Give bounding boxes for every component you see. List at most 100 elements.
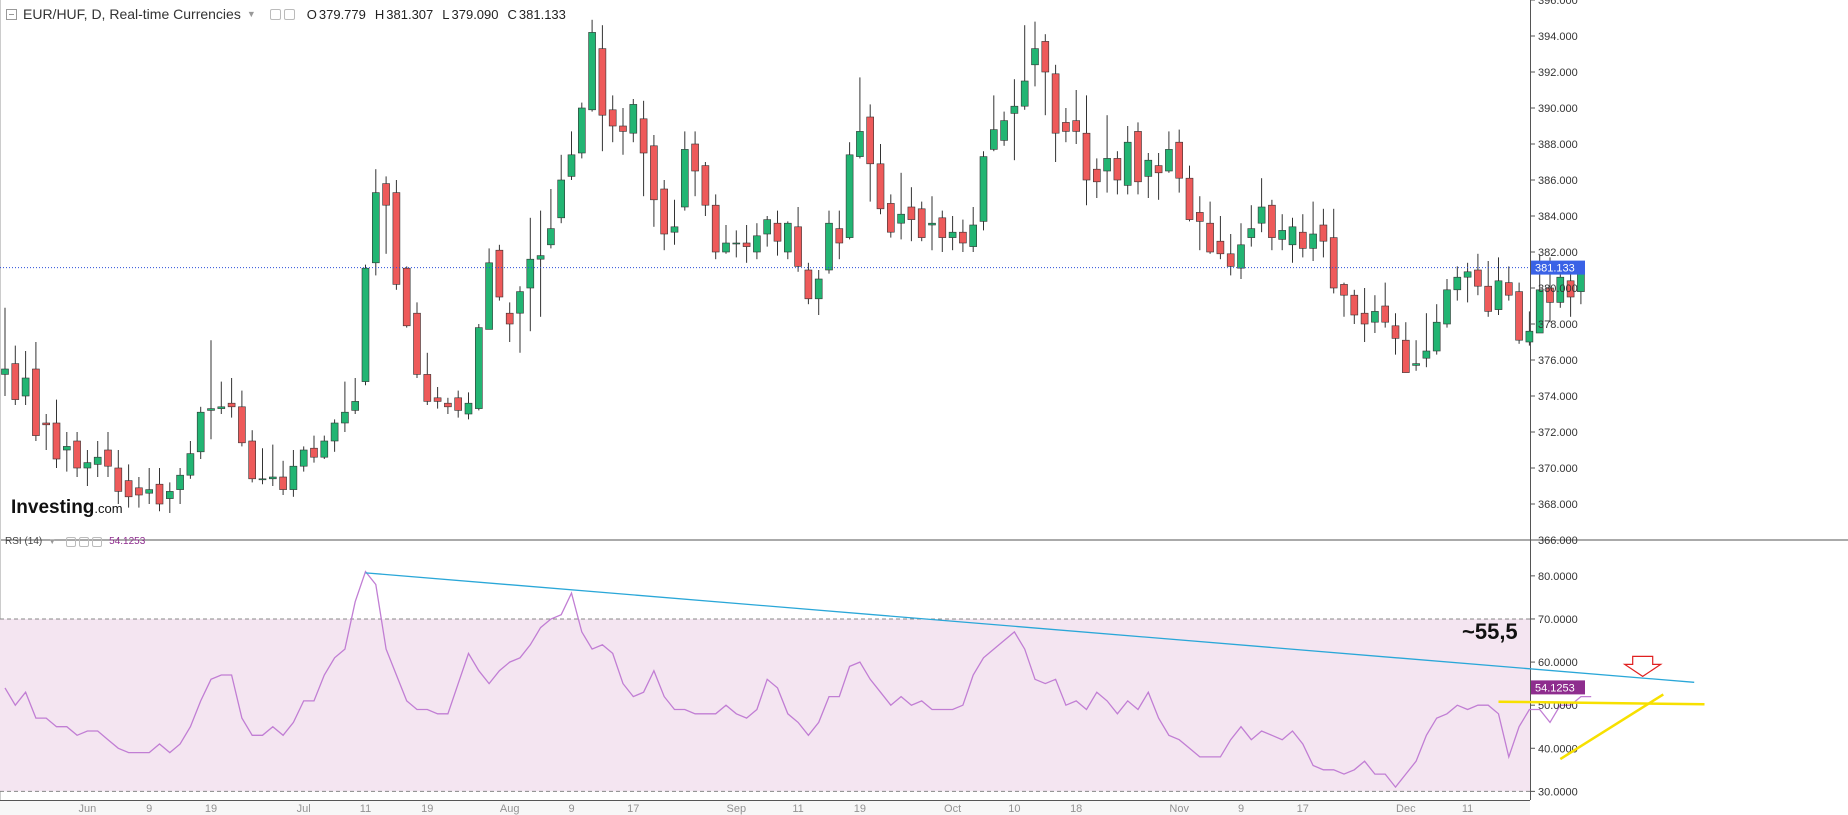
candle-body [1226, 253, 1235, 267]
close-icon[interactable] [92, 536, 103, 547]
price-tick-label: 380.000 [1538, 283, 1578, 295]
candle-body [577, 107, 586, 154]
rsi-tick-label: 80.0000 [1538, 571, 1578, 583]
price-tick-label: 384.000 [1538, 211, 1578, 223]
candle-body [310, 447, 318, 458]
candle-body [650, 145, 658, 201]
candle-body [1463, 271, 1472, 278]
candle-body [1381, 305, 1389, 323]
candle-body [1010, 105, 1019, 114]
candle-body [227, 402, 236, 408]
candle-body [1175, 141, 1183, 179]
candle-body [42, 422, 51, 426]
price-tick-label: 392.000 [1538, 67, 1578, 79]
horizontal-support-line [1498, 700, 1705, 706]
candle-body [783, 222, 792, 253]
price-axis: 366.000 368.000 370.000 372.000 374.000 376.0… [1530, 0, 1585, 547]
eye-icon[interactable] [269, 8, 281, 20]
candle-body [1134, 131, 1142, 183]
candle-body [938, 217, 947, 238]
candle-body [93, 456, 102, 465]
eye-icon[interactable] [66, 536, 77, 547]
rsi-value-label: 54.1253 [1535, 682, 1575, 694]
candle-body [320, 440, 329, 458]
candle-body [1474, 269, 1482, 287]
candle-body [567, 154, 576, 177]
chevron-down-icon[interactable]: ▼ [246, 9, 256, 19]
settings-icon[interactable] [79, 536, 90, 547]
candle-body [299, 449, 308, 467]
candle-body [1268, 204, 1276, 238]
candle-body [1443, 289, 1451, 325]
symbol-title[interactable]: EUR/HUF, D, Real-time Currencies [23, 6, 241, 22]
candle-body [608, 109, 617, 127]
candle-body [917, 208, 926, 238]
rsi-band [0, 618, 1530, 792]
candle-body [804, 269, 813, 300]
candle-body [11, 363, 20, 400]
candle-body [1329, 237, 1338, 289]
candle-body [464, 402, 473, 415]
candle-body [1000, 120, 1008, 141]
candle-body [1247, 228, 1256, 238]
candle-body [722, 242, 730, 253]
candle-body [248, 440, 256, 480]
candle-body [1113, 158, 1122, 181]
price-tick-label: 370.000 [1538, 463, 1578, 475]
time-axis: Jun919Jul1119Aug917Sep1119Oct1018Nov917D… [0, 801, 1530, 815]
candle-body [279, 476, 287, 490]
candle-body [598, 48, 607, 116]
resistance-trendline [365, 572, 1695, 683]
candle-body [413, 312, 421, 375]
candle-body [948, 231, 957, 238]
candle-body [1237, 244, 1245, 269]
candle-body [1505, 282, 1513, 296]
price-tick-label: 376.000 [1538, 355, 1578, 367]
candle-body [1082, 132, 1091, 181]
candle-body [392, 192, 401, 285]
candle-body [330, 422, 339, 442]
collapse-icon[interactable] [6, 8, 17, 20]
candle-body [928, 222, 936, 226]
price-tick-label: 378.000 [1538, 319, 1578, 331]
price-tick-label: 396.000 [1538, 0, 1578, 7]
last-price-badge [1531, 260, 1585, 275]
candle-body [989, 129, 998, 150]
rsi-tick-label: 30.0000 [1538, 786, 1578, 798]
price-tick-label: 374.000 [1538, 391, 1578, 403]
candle-body [433, 397, 442, 402]
candle-body [1566, 280, 1575, 298]
candle-body [794, 226, 802, 267]
last-price-label: 381.133 [1535, 263, 1575, 275]
down-arrow-icon [1622, 655, 1663, 678]
candle-body [1062, 122, 1070, 132]
investing-logo: Investing.com [11, 497, 123, 518]
rsi-title[interactable]: RSI (14) [5, 536, 43, 547]
candle-body [680, 149, 689, 208]
candle-body [1041, 41, 1050, 73]
candle-body [1432, 321, 1441, 352]
candle-body [1556, 276, 1565, 303]
candle-body [1484, 285, 1492, 312]
chevron-down-icon[interactable]: ▼ [48, 537, 57, 546]
candle-body [176, 474, 184, 490]
price-tick-label: 394.000 [1538, 31, 1578, 43]
candle-body [1453, 276, 1462, 291]
candle-body [1309, 233, 1317, 249]
candle-body [856, 131, 864, 157]
candle-body [557, 179, 566, 219]
candle-body [1185, 177, 1194, 220]
candle-body [485, 262, 493, 330]
candle-body [639, 118, 648, 154]
candle-body [1412, 363, 1420, 366]
candle-body [1402, 339, 1410, 373]
candle-body [835, 228, 844, 244]
settings-icon[interactable] [283, 8, 295, 20]
candle-body [711, 204, 720, 253]
price-tick-label: 366.000 [1538, 535, 1578, 547]
candle-body [1288, 226, 1297, 246]
candle-body [21, 377, 30, 397]
candle-body [1360, 312, 1369, 325]
